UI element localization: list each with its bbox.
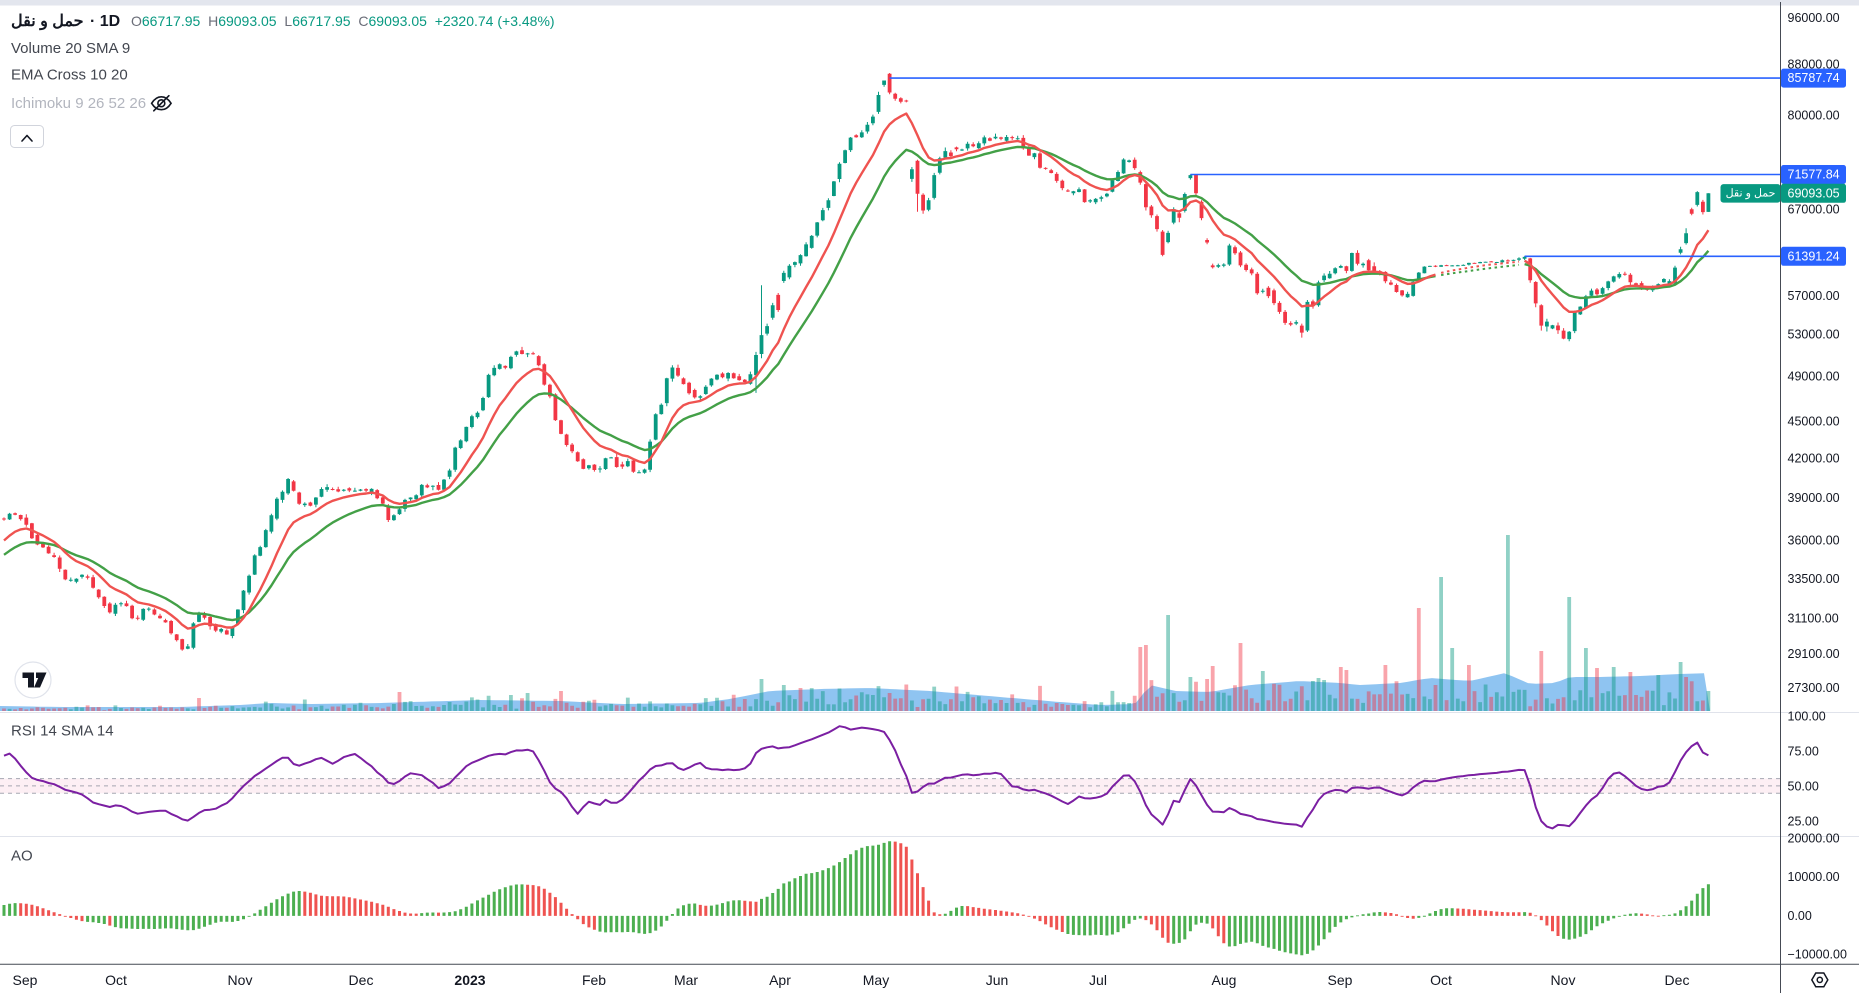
- svg-text:Oct: Oct: [1430, 972, 1452, 988]
- svg-text:96000.00: 96000.00: [1788, 11, 1840, 25]
- svg-text:Ichimoku 9 26 52 26: Ichimoku 9 26 52 26: [11, 95, 146, 112]
- svg-text:45000.00: 45000.00: [1788, 415, 1840, 429]
- svg-text:May: May: [863, 972, 889, 988]
- svg-text:20000.00: 20000.00: [1788, 831, 1840, 845]
- svg-text:Sep: Sep: [1328, 972, 1353, 988]
- svg-text:69093.05: 69093.05: [1788, 186, 1840, 200]
- svg-text:Nov: Nov: [228, 972, 253, 988]
- svg-text:Oct: Oct: [105, 972, 127, 988]
- svg-text:39000.00: 39000.00: [1788, 491, 1840, 505]
- svg-text:Mar: Mar: [674, 972, 698, 988]
- svg-text:Dec: Dec: [349, 972, 374, 988]
- svg-text:31100.00: 31100.00: [1788, 612, 1839, 626]
- svg-text:33500.00: 33500.00: [1788, 572, 1840, 586]
- svg-text:Jul: Jul: [1089, 972, 1107, 988]
- svg-text:27300.00: 27300.00: [1788, 681, 1840, 695]
- svg-text:Jun: Jun: [986, 972, 1009, 988]
- svg-text:RSI 14 SMA 14: RSI 14 SMA 14: [11, 723, 114, 740]
- svg-text:Volume 20 SMA 9: Volume 20 SMA 9: [11, 40, 130, 57]
- svg-text:61391.24: 61391.24: [1788, 249, 1840, 263]
- svg-text:100.00: 100.00: [1788, 709, 1826, 723]
- svg-text:57000.00: 57000.00: [1788, 289, 1840, 303]
- svg-text:AO: AO: [11, 848, 33, 865]
- svg-text:· 1D: · 1D: [90, 13, 120, 30]
- svg-text:49000.00: 49000.00: [1788, 369, 1840, 383]
- svg-text:Feb: Feb: [582, 972, 606, 988]
- svg-text:Apr: Apr: [769, 972, 791, 988]
- svg-text:88000.00: 88000.00: [1788, 58, 1840, 72]
- svg-text:O66717.95 H69093.05 L66717.9: O66717.95 H69093.05 L66717.95 C69093.05 …: [131, 13, 555, 29]
- svg-text:50.00: 50.00: [1788, 779, 1819, 793]
- svg-text:67000.00: 67000.00: [1788, 203, 1840, 217]
- svg-text:حمل و نقل: حمل و نقل: [11, 13, 84, 31]
- svg-text:36000.00: 36000.00: [1788, 534, 1840, 548]
- svg-text:0.00: 0.00: [1788, 909, 1812, 923]
- svg-text:EMA Cross 10 20: EMA Cross 10 20: [11, 67, 128, 84]
- svg-text:75.00: 75.00: [1788, 744, 1819, 758]
- svg-text:Aug: Aug: [1212, 972, 1237, 988]
- svg-text:Sep: Sep: [13, 972, 38, 988]
- svg-text:−10000.00: −10000.00: [1788, 948, 1847, 962]
- svg-text:29100.00: 29100.00: [1788, 647, 1840, 661]
- svg-text:85787.74: 85787.74: [1788, 71, 1840, 85]
- svg-text:53000.00: 53000.00: [1788, 328, 1840, 342]
- svg-text:71577.84: 71577.84: [1788, 168, 1840, 182]
- svg-text:10000.00: 10000.00: [1788, 870, 1840, 884]
- svg-text:حمل و نقل: حمل و نقل: [1726, 187, 1776, 199]
- svg-text:Nov: Nov: [1551, 972, 1576, 988]
- svg-text:2023: 2023: [454, 972, 485, 988]
- svg-text:42000.00: 42000.00: [1788, 451, 1840, 465]
- svg-text:25.00: 25.00: [1788, 814, 1819, 828]
- svg-text:80000.00: 80000.00: [1788, 108, 1840, 122]
- svg-text:Dec: Dec: [1665, 972, 1690, 988]
